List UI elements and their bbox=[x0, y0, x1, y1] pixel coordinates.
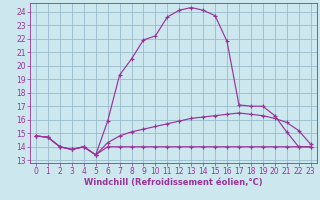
X-axis label: Windchill (Refroidissement éolien,°C): Windchill (Refroidissement éolien,°C) bbox=[84, 178, 263, 187]
